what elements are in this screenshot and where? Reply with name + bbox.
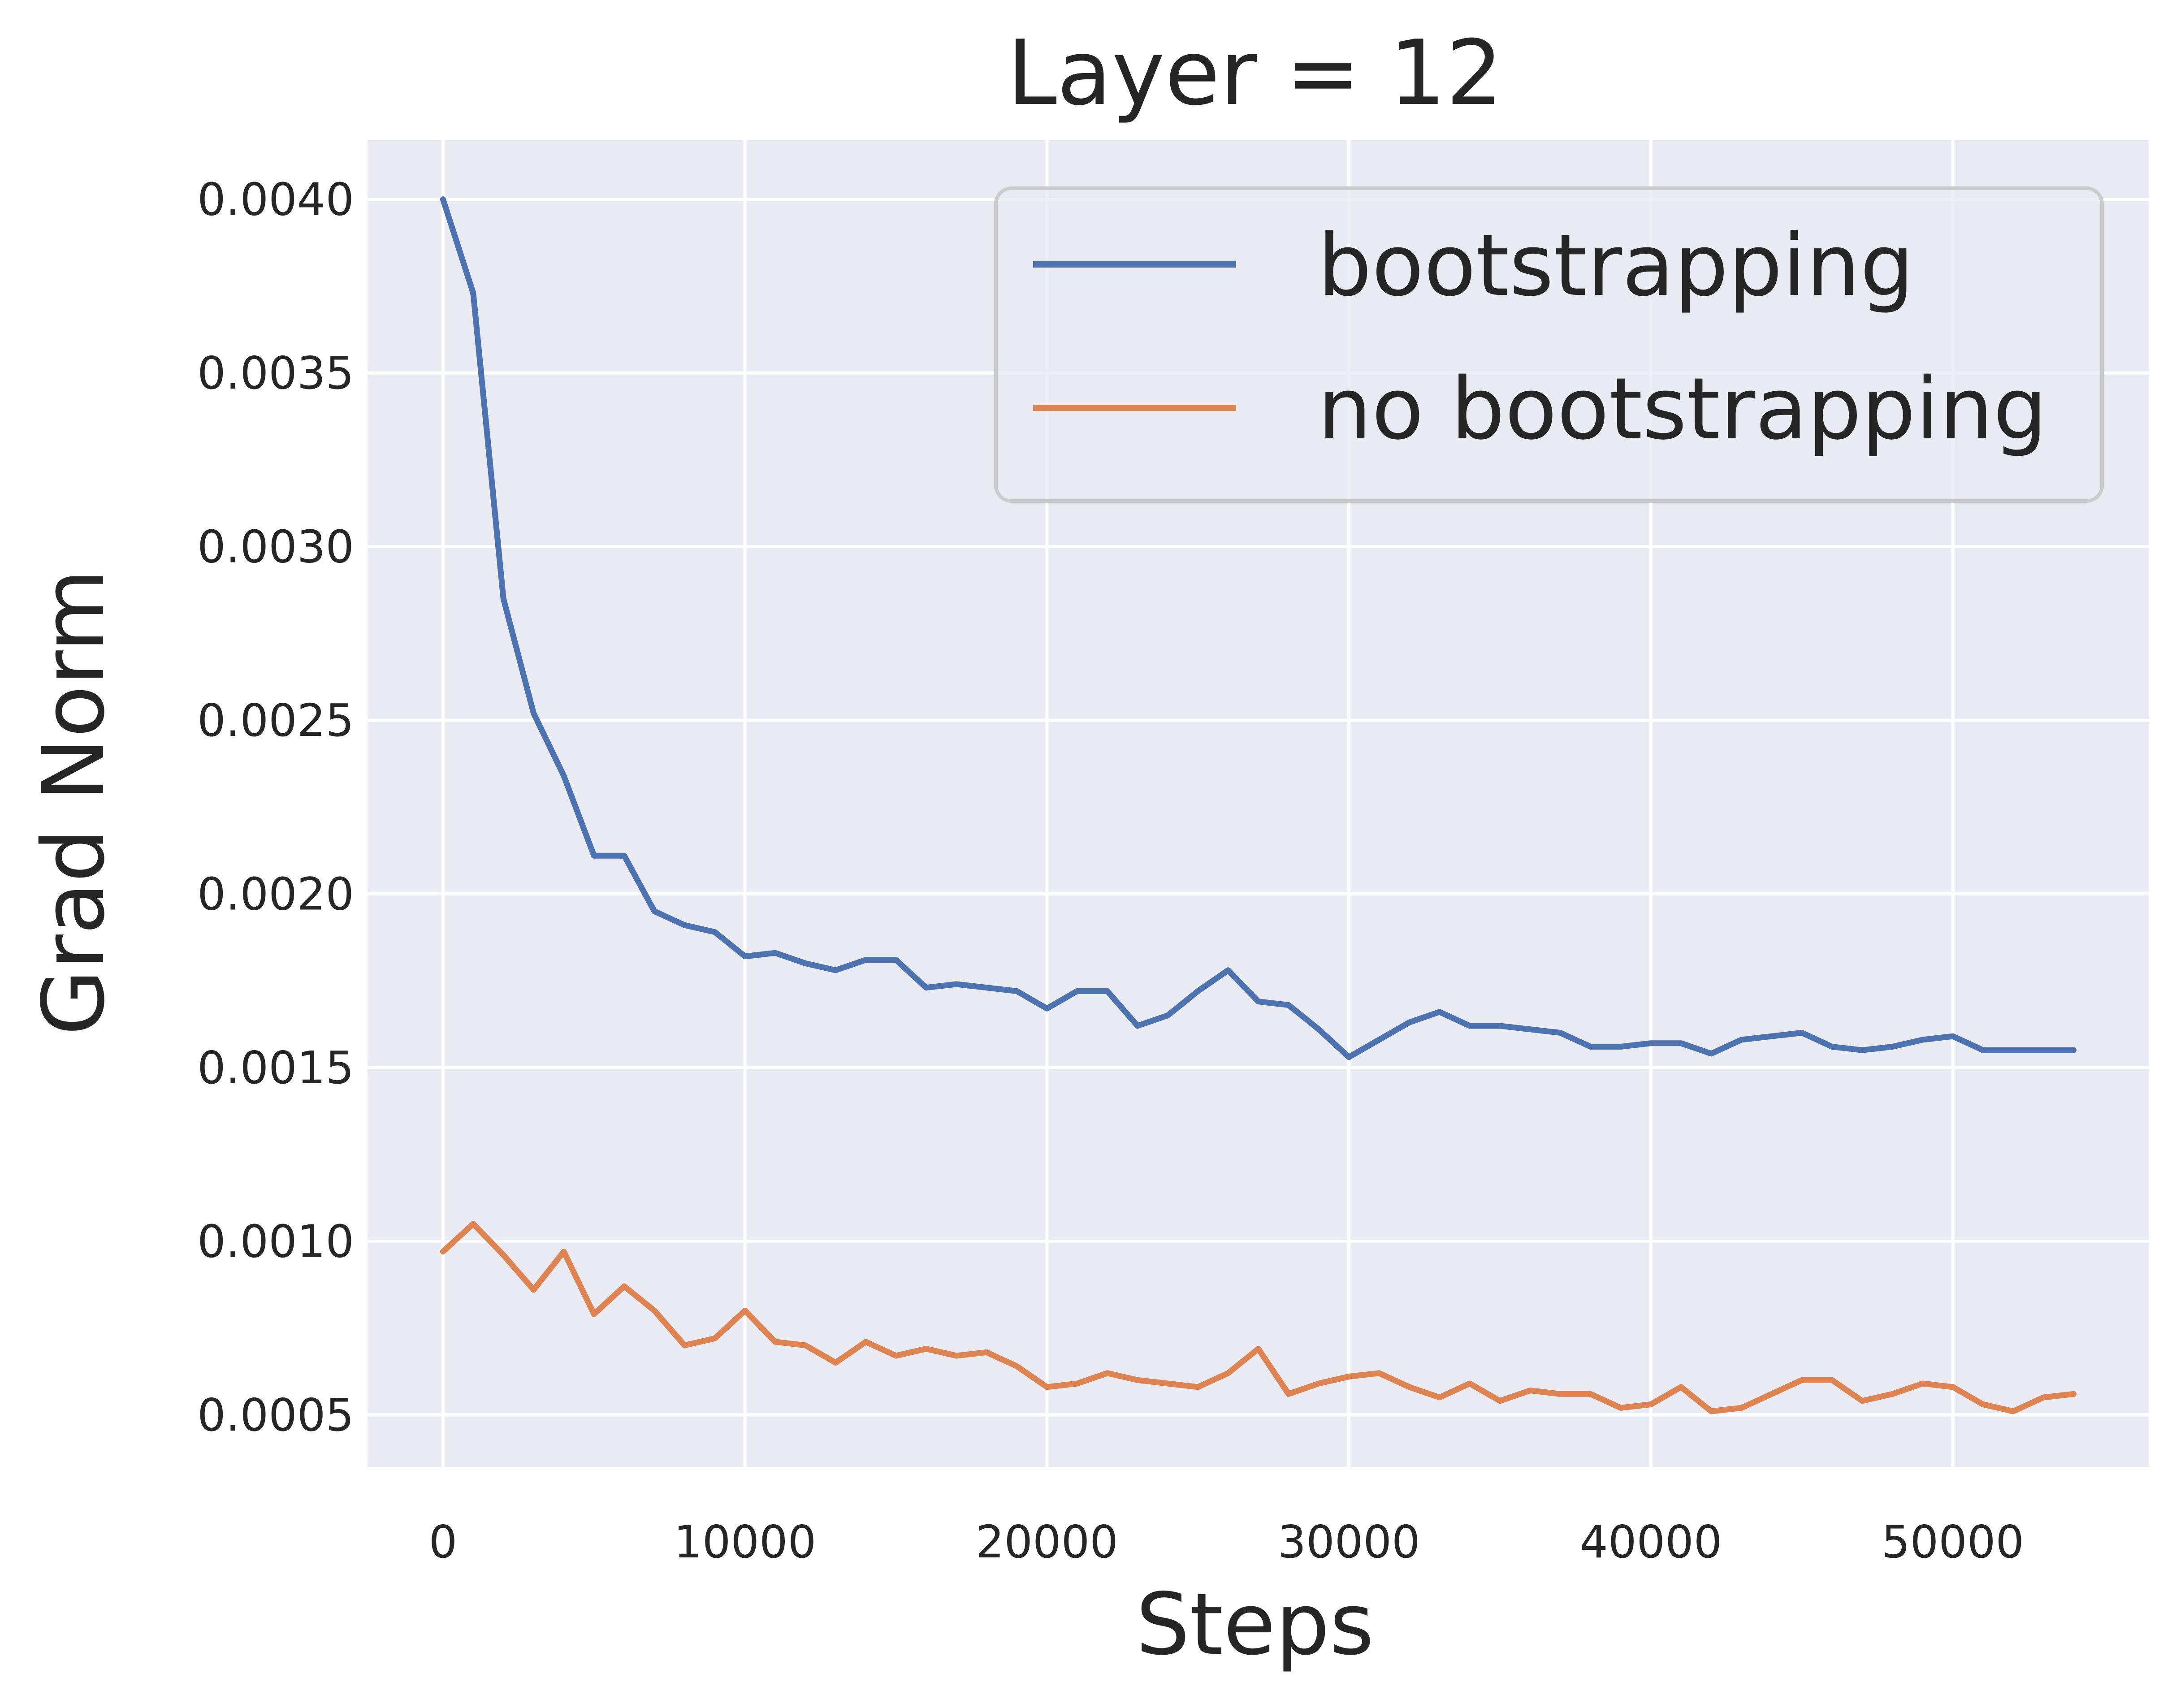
series-line-no-bootstrapping	[440, 1221, 2077, 1414]
x-tick-label: 10000	[674, 1516, 816, 1568]
y-tick-labels: 0.0005 0.0010 0.0015 0.0020 0.0025 0.0030 0.00…	[197, 173, 354, 1441]
y-tick-label: 0.0020	[197, 868, 354, 920]
series-line-bootstrapping	[440, 196, 2077, 1060]
y-tick-label: 0.0035	[197, 347, 354, 399]
y-tick-label: 0.0030	[197, 521, 354, 573]
x-tick-label: 0	[429, 1516, 458, 1568]
x-tick-labels: 0 10000 20000 30000 40000 50000	[429, 1516, 2025, 1568]
y-tick-label: 0.0005	[197, 1389, 354, 1441]
series-lines	[440, 196, 2077, 1414]
y-tick-label: 0.0010	[197, 1215, 354, 1267]
y-tick-label: 0.0015	[197, 1042, 354, 1094]
legend-box	[994, 186, 2104, 503]
y-axis-title: Grad Norm	[24, 569, 123, 1035]
x-tick-label: 50000	[1882, 1516, 2024, 1568]
x-tick-label: 20000	[976, 1516, 1118, 1568]
y-tick-label: 0.0025	[197, 694, 354, 747]
y-tick-label: 0.0040	[197, 173, 354, 226]
x-tick-label: 30000	[1278, 1516, 1420, 1568]
chart-title: Layer = 12	[1007, 21, 1503, 125]
x-axis-title: Steps	[1136, 1575, 1374, 1674]
x-tick-label: 40000	[1579, 1516, 1722, 1568]
legend: bootstrapping no bootstrapping	[994, 186, 2104, 503]
legend-label-bootstrapping: bootstrapping	[1318, 216, 1914, 315]
legend-label-no-bootstrapping: no bootstrapping	[1318, 359, 2047, 458]
